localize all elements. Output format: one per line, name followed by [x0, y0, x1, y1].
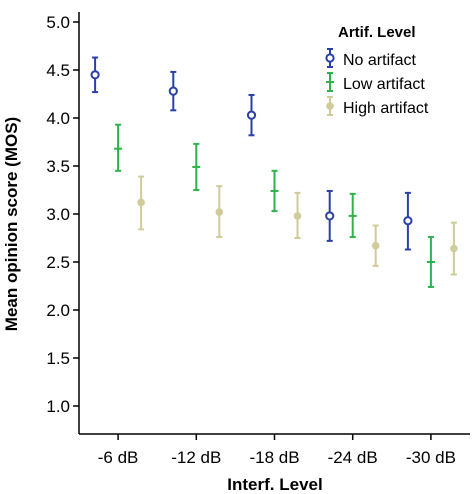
data-point [137, 198, 145, 207]
legend-label: No artifact [343, 52, 416, 69]
data-point [325, 211, 335, 221]
legend-items: No artifact Low artifact High artifact [325, 48, 429, 117]
x-tick-label: -12 dB [171, 448, 221, 467]
y-tick-label: 2.0 [46, 301, 70, 320]
legend: Artif. Level No artifact Low artifact High… [325, 24, 429, 117]
data-marks [90, 56, 458, 288]
data-point [215, 208, 224, 216]
legend-label: Low artifact [343, 76, 425, 93]
data-point [293, 212, 302, 220]
x-tick-label: -18 dB [249, 448, 299, 467]
x-ticks: -6 dB -12 dB -18 dB -24 dB -30 dB [98, 434, 456, 467]
x-tick-label: -6 dB [98, 448, 139, 467]
y-tick-label: 3.0 [46, 205, 70, 224]
y-tick-label: 1.5 [46, 349, 70, 368]
y-tick-label: 4.5 [46, 61, 70, 80]
data-point [246, 110, 257, 120]
data-point [450, 244, 458, 253]
y-tick-label: 5.0 [46, 13, 70, 32]
x-tick-label: -30 dB [406, 448, 456, 467]
data-point [371, 241, 380, 250]
legend-marker [325, 53, 335, 63]
y-ticks: 1.0 1.5 2.0 2.5 3.0 3.5 4.0 4.5 5.0 [46, 13, 79, 416]
y-axis-title: Mean opinion score (MOS) [2, 117, 21, 331]
legend-marker [326, 102, 334, 110]
data-point [403, 216, 413, 226]
y-tick-label: 3.5 [46, 157, 70, 176]
legend-label: High artifact [343, 100, 429, 117]
x-tick-label: -24 dB [328, 448, 378, 467]
y-tick-label: 1.0 [46, 397, 70, 416]
data-point [90, 70, 100, 80]
y-tick-label: 2.5 [46, 253, 70, 272]
legend-title: Artif. Level [338, 24, 416, 41]
x-axis-title: Interf. Level [227, 475, 322, 494]
data-point [168, 86, 178, 96]
y-tick-label: 4.0 [46, 109, 70, 128]
